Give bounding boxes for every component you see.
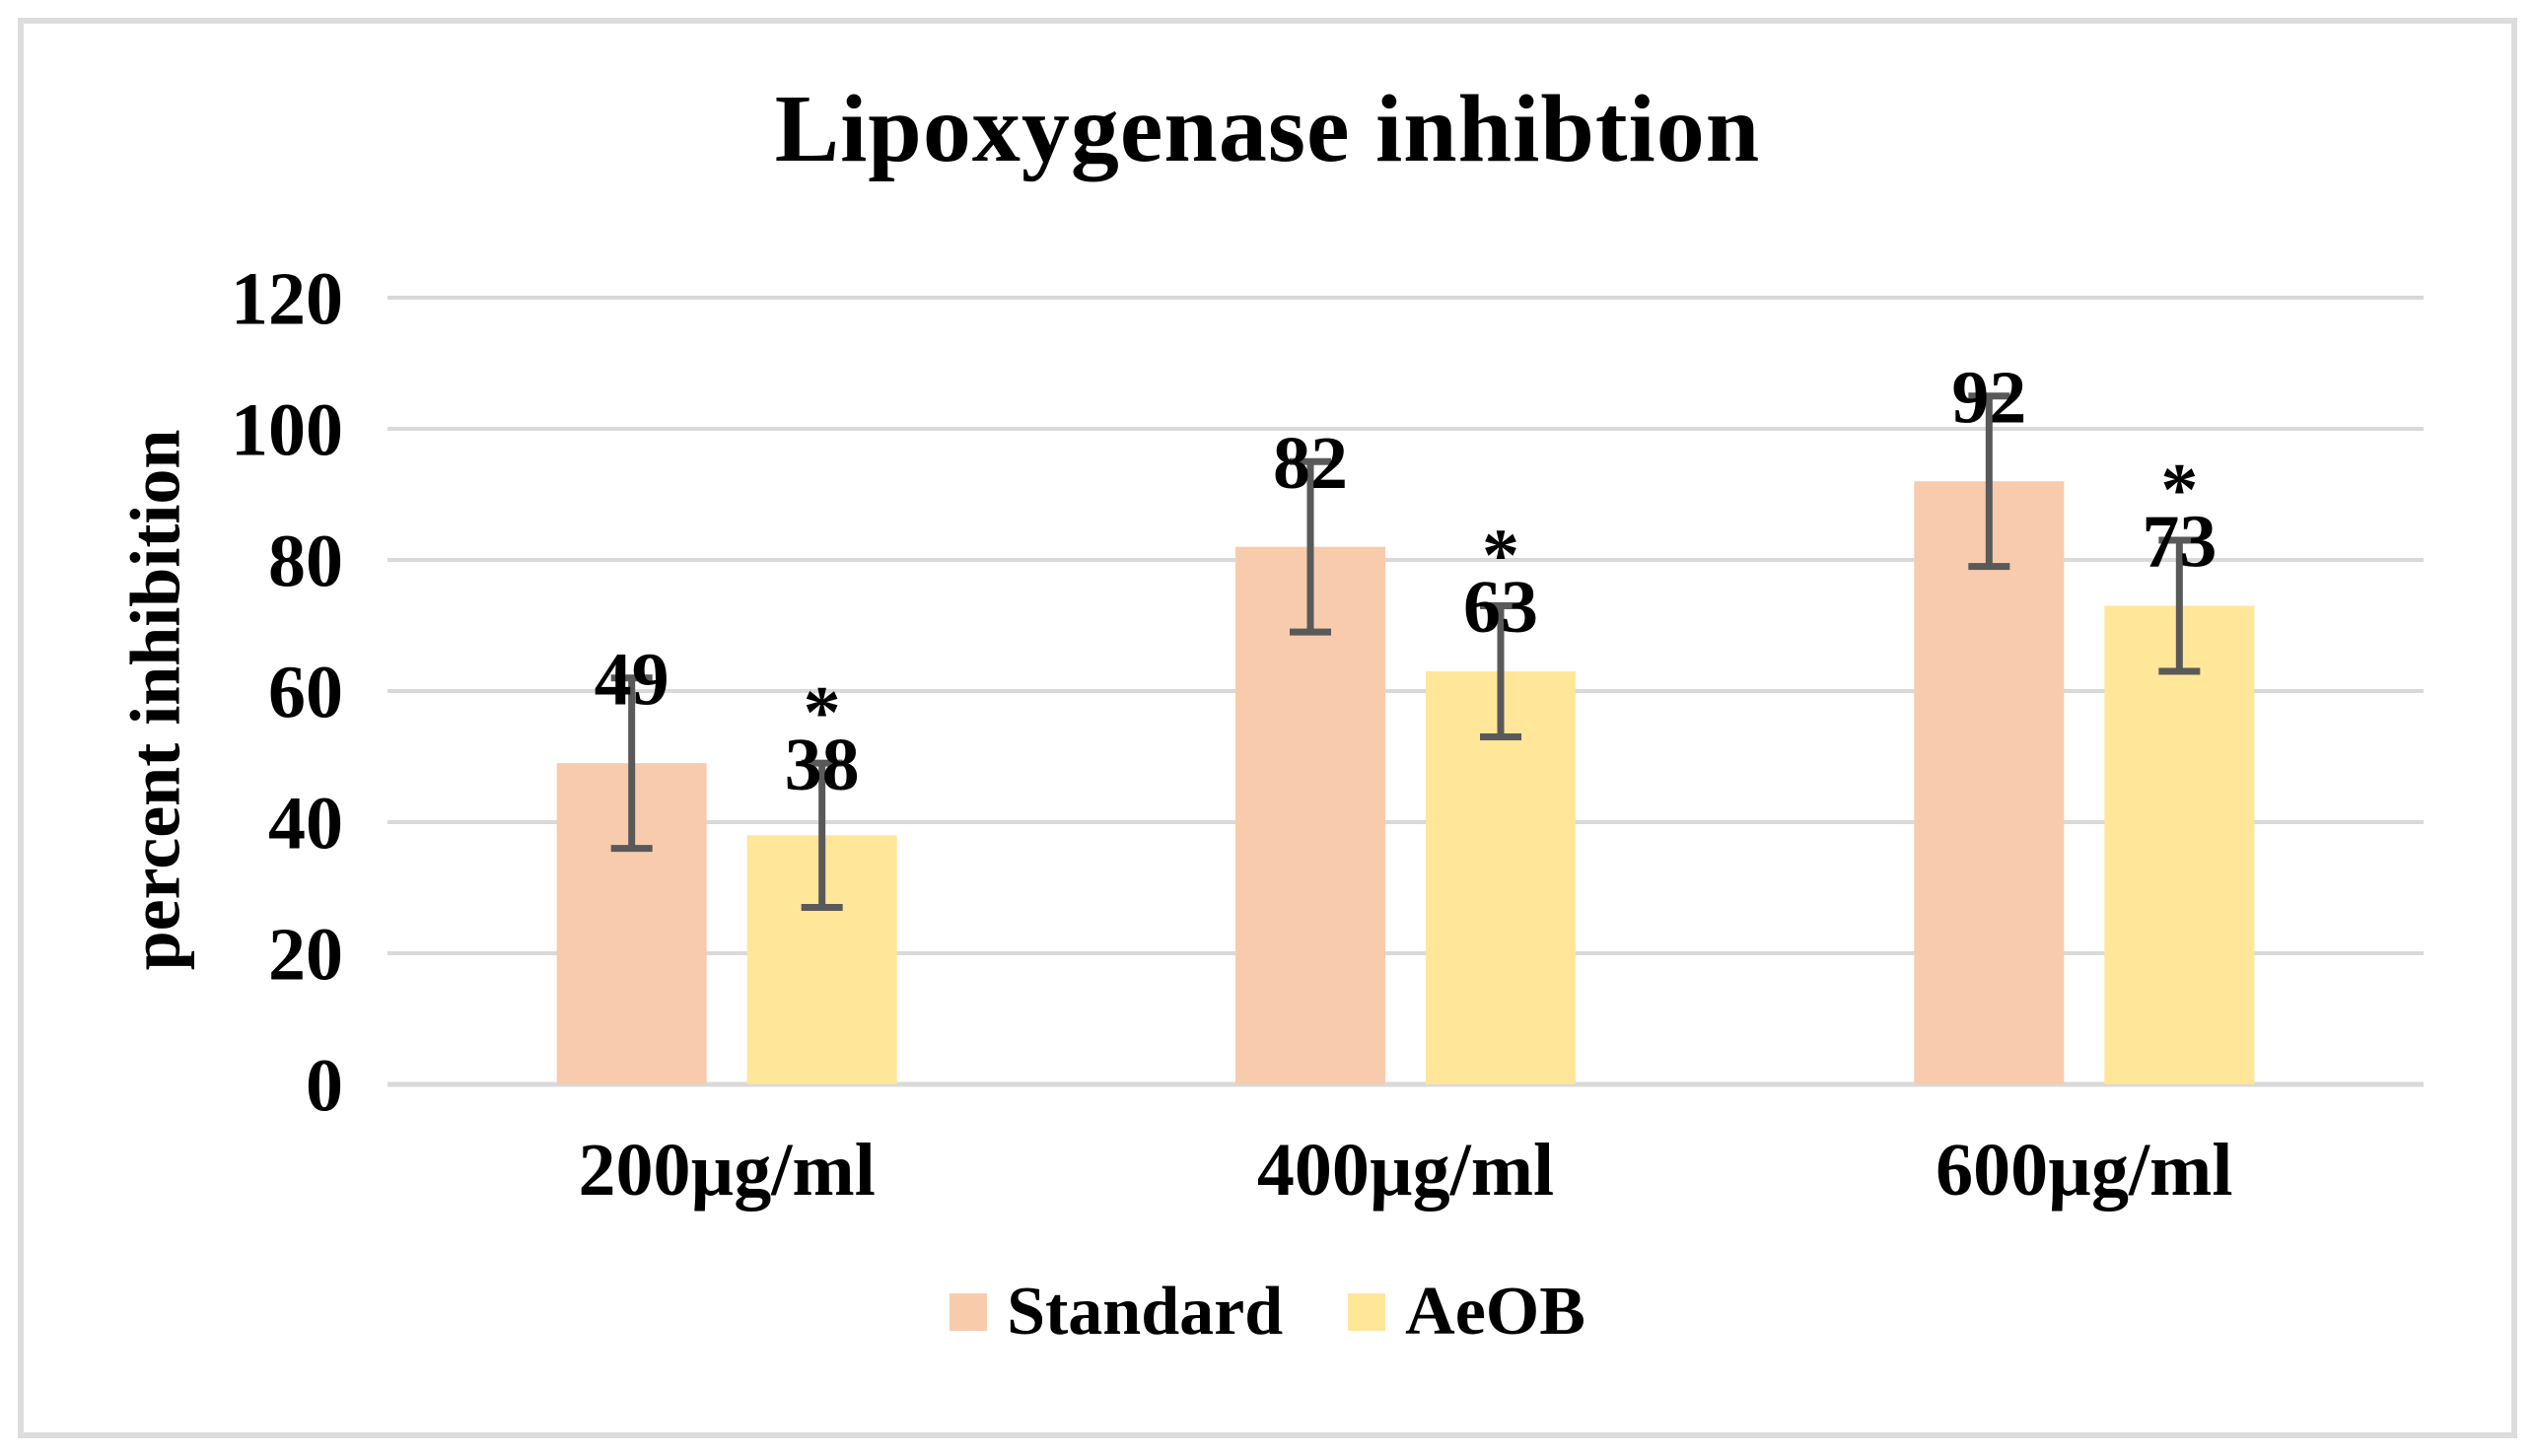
significance-star: * bbox=[804, 671, 841, 754]
data-label: 73 bbox=[2142, 501, 2217, 584]
legend-label-standard: Standard bbox=[1007, 1274, 1284, 1350]
bar-standard bbox=[1235, 546, 1385, 1084]
data-label: 49 bbox=[595, 638, 669, 721]
chart-title: Lipoxygenase inhibtion bbox=[774, 76, 1761, 182]
significance-star: * bbox=[2160, 449, 2198, 531]
bar-standard bbox=[1914, 481, 2065, 1084]
significance-star: * bbox=[1482, 515, 1519, 597]
legend: Standard AeOB bbox=[0, 1278, 2535, 1347]
x-category-label: 400µg/ml bbox=[1257, 1129, 1554, 1212]
y-tick-label: 60 bbox=[268, 652, 343, 734]
bar-aeob bbox=[2104, 605, 2255, 1084]
data-label: 38 bbox=[785, 724, 860, 806]
y-tick-label: 100 bbox=[231, 389, 343, 472]
legend-label-aeob: AeOB bbox=[1405, 1274, 1585, 1350]
y-tick-label: 20 bbox=[268, 914, 343, 997]
x-category-label: 600µg/ml bbox=[1936, 1129, 2232, 1212]
x-category-label: 200µg/ml bbox=[579, 1129, 876, 1212]
y-tick-label: 0 bbox=[306, 1045, 343, 1128]
legend-swatch-standard bbox=[950, 1293, 988, 1331]
data-label: 92 bbox=[1951, 356, 2026, 439]
y-tick-label: 80 bbox=[268, 520, 343, 603]
data-label: 82 bbox=[1273, 422, 1348, 505]
legend-item-aeob: AeOB bbox=[1348, 1278, 1585, 1347]
legend-item-standard: Standard bbox=[950, 1278, 1283, 1347]
data-label: 63 bbox=[1463, 566, 1538, 649]
legend-swatch-aeob bbox=[1348, 1293, 1386, 1331]
y-tick-label: 120 bbox=[231, 258, 343, 341]
y-tick-label: 40 bbox=[268, 783, 343, 866]
